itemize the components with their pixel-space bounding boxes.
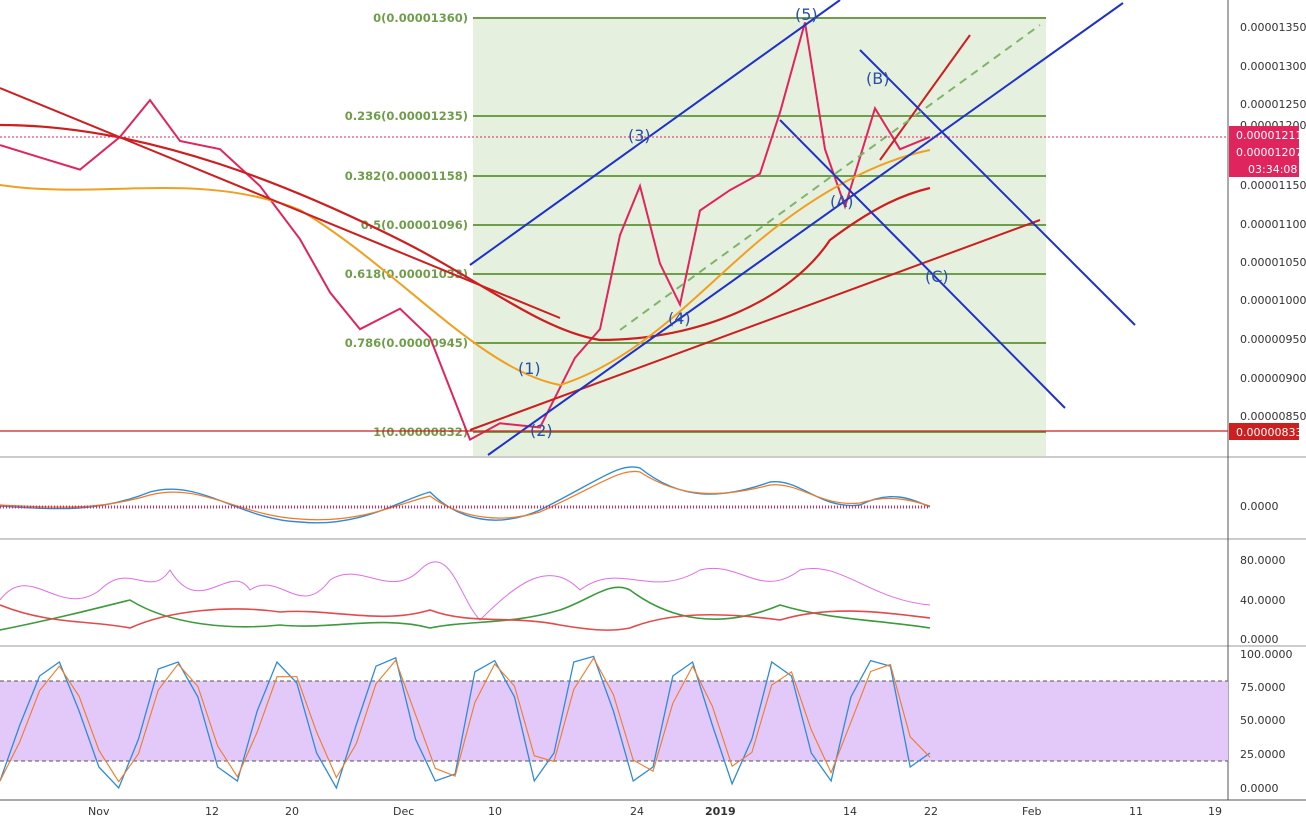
price-tags: 0.00001211 0.00001207 03:34:08 0.0000083… <box>1229 126 1302 440</box>
trend-line-red-support <box>469 219 1041 431</box>
macd-line <box>0 466 931 524</box>
channel-down-b <box>859 49 1136 326</box>
price-tick: 0.00001000 <box>1240 294 1306 307</box>
time-tick: Feb <box>1022 805 1041 818</box>
dmi-minus-line <box>0 604 931 631</box>
projection-dashed <box>619 24 1041 331</box>
time-tick: Dec <box>393 805 414 818</box>
time-tick: Nov <box>88 805 110 818</box>
time-tick: 11 <box>1129 805 1143 818</box>
price-tick: 0.00000950 <box>1240 333 1306 346</box>
stoch-axis-tick-0: 0.0000 <box>1240 782 1279 795</box>
support-price-tag-text: 0.00000833 <box>1236 426 1302 439</box>
fib-level-label: 0.236(0.00001235) <box>345 109 468 123</box>
channel-lower <box>487 2 1124 456</box>
stoch-axis-tick-50: 50.0000 <box>1240 714 1286 727</box>
time-axis[interactable]: Nov 12 20 Dec 10 24 2019 14 22 Feb 11 19 <box>88 805 1222 818</box>
bid-price-tag-text: 0.00001207 <box>1236 146 1302 159</box>
time-tick: 2019 <box>705 805 736 818</box>
price-tick: 0.00001350 <box>1240 21 1306 34</box>
dmi-axis-tick-0: 0.0000 <box>1240 633 1279 646</box>
stoch-k-line <box>0 655 931 790</box>
stoch-axis-tick-100: 100.0000 <box>1240 648 1293 661</box>
fib-level-label: 0.5(0.00001096) <box>361 218 468 232</box>
time-tick: 20 <box>285 805 299 818</box>
ma-orange <box>0 149 931 387</box>
fib-level-label: 0.382(0.00001158) <box>345 169 468 183</box>
macd-axis-tick: 0.0000 <box>1240 500 1279 513</box>
stoch-axis-tick-75: 75.0000 <box>1240 681 1286 694</box>
price-series <box>0 22 931 442</box>
price-tick: 0.00001100 <box>1240 218 1306 231</box>
ma-long-red <box>0 123 931 342</box>
time-tick: 14 <box>843 805 857 818</box>
macd-signal <box>0 470 931 521</box>
time-tick: 24 <box>630 805 644 818</box>
trend-line-red-short <box>879 34 971 161</box>
time-tick: 19 <box>1208 805 1222 818</box>
wave-label-a: (A) <box>830 192 853 211</box>
bid-price-tag <box>1229 143 1299 160</box>
price-tick: 0.00001150 <box>1240 179 1306 192</box>
stoch-band <box>0 681 1228 761</box>
price-tick: 0.00001250 <box>1240 98 1306 111</box>
wave-label-b: (B) <box>866 69 889 88</box>
channel-down-a <box>779 119 1066 409</box>
price-tick: 0.00000900 <box>1240 372 1306 385</box>
last-price-tag <box>1229 126 1299 143</box>
last-price-tag-text: 0.00001211 <box>1236 129 1302 142</box>
support-price-tag <box>1229 423 1299 440</box>
countdown-tag <box>1229 160 1299 177</box>
time-tick: 10 <box>488 805 502 818</box>
fib-level-label: 0.618(0.00001033) <box>345 267 468 281</box>
wave-label-2: (2) <box>530 421 553 440</box>
channel-upper <box>469 0 841 266</box>
price-tick: 0.00001300 <box>1240 60 1306 73</box>
price-axis[interactable]: 0.00001350 0.00001300 0.00001250 0.00001… <box>1240 21 1306 423</box>
trend-line-red-long <box>0 87 561 319</box>
fib-level-label: 0.786(0.00000945) <box>345 336 468 350</box>
wave-label-1: (1) <box>518 359 541 378</box>
stoch-axis-tick-25: 25.0000 <box>1240 748 1286 761</box>
wave-label-c: (C) <box>925 267 949 286</box>
dmi-axis-tick-80: 80.0000 <box>1240 554 1286 567</box>
stoch-d-line <box>0 657 931 783</box>
fib-level-label: 1(0.00000832) <box>373 425 468 439</box>
price-tick: 0.00001050 <box>1240 256 1306 269</box>
wave-label-5: (5) <box>795 5 818 24</box>
price-tick: 0.00000850 <box>1240 410 1306 423</box>
countdown-tag-text: 03:34:08 <box>1248 163 1297 176</box>
dmi-axis-tick-40: 40.0000 <box>1240 594 1286 607</box>
adx-line <box>0 561 931 621</box>
fib-level-label: 0(0.00001360) <box>373 11 468 25</box>
wave-label-3: (3) <box>628 126 651 145</box>
time-tick: 12 <box>205 805 219 818</box>
dmi-plus-line <box>0 586 931 631</box>
wave-label-4: (4) <box>668 309 691 328</box>
time-tick: 22 <box>924 805 938 818</box>
fib-levels: 0(0.00001360) 0.236(0.00001235) 0.382(0.00… <box>345 11 1046 439</box>
